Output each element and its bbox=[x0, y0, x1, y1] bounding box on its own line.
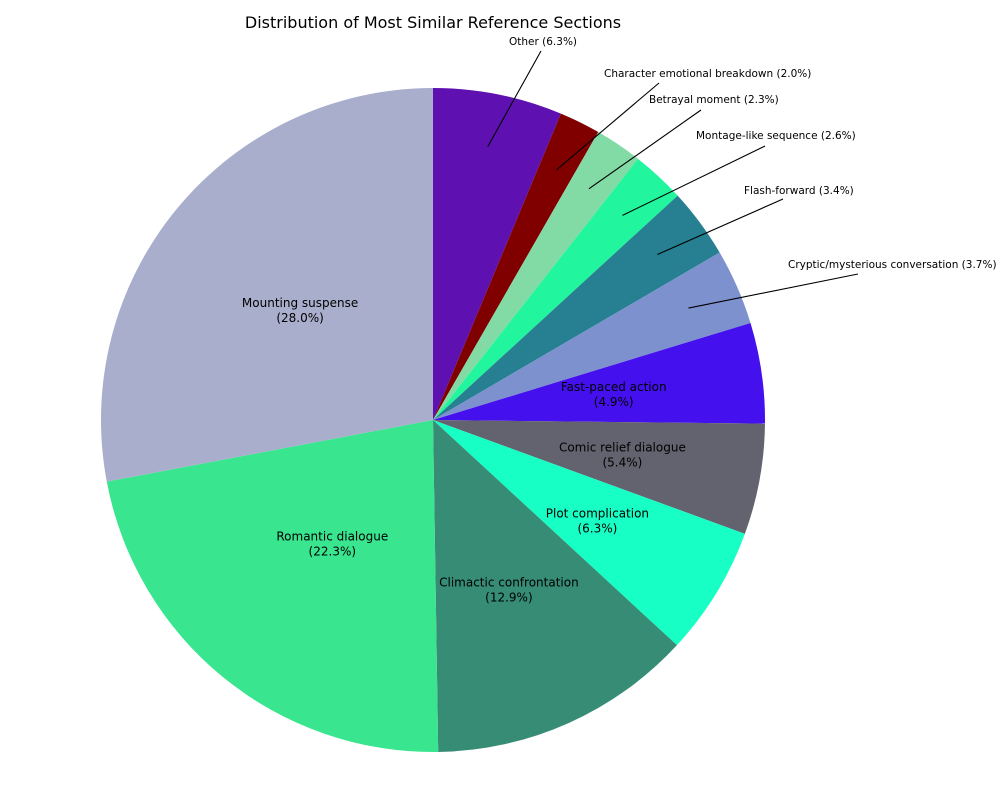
slice-label-romantic-dialogue: Romantic dialogue (22.3%) bbox=[276, 530, 388, 559]
slice-label-percent: (12.9%) bbox=[485, 591, 532, 605]
slice-label-cryptic-mysterious-conversation: Cryptic/mysterious conversation (3.7%) bbox=[788, 259, 997, 271]
pie-slice-plot-complication bbox=[433, 420, 745, 646]
pie-slice-romantic-dialogue bbox=[106, 420, 439, 753]
chart-title: Distribution of Most Similar Reference S… bbox=[245, 13, 621, 32]
pie-slice-climactic-confrontation bbox=[433, 420, 677, 752]
slice-label-percent: (28.0%) bbox=[276, 311, 323, 325]
slice-label-mounting-suspense: Mounting suspense (28.0%) bbox=[242, 296, 358, 325]
slice-label-montage-like-sequence: Montage-like sequence (2.6%) bbox=[696, 130, 856, 142]
slice-label-plot-complication: Plot complication (6.3%) bbox=[546, 506, 649, 535]
slice-label-flash-forward: Flash-forward (3.4%) bbox=[744, 185, 854, 197]
slice-label-name: Climactic confrontation bbox=[439, 576, 579, 590]
pie-slice-other bbox=[433, 88, 561, 420]
pie-slice-fast-paced-action bbox=[433, 322, 766, 424]
leader-line-other bbox=[487, 50, 542, 147]
pie-slice-character-emotional-breakdown bbox=[433, 113, 599, 421]
pie-slice-betrayal-moment bbox=[433, 132, 638, 421]
slice-label-name: Plot complication bbox=[546, 506, 649, 520]
slice-label-percent: (6.3%) bbox=[577, 521, 617, 535]
slice-label-fast-paced-action: Fast-paced action (4.9%) bbox=[561, 380, 667, 409]
slice-label-name: Fast-paced action bbox=[561, 380, 667, 394]
slice-labels: Other (6.3%) Character emotional breakdow… bbox=[242, 36, 997, 605]
slice-label-other: Other (6.3%) bbox=[509, 36, 577, 48]
slice-label-percent: (22.3%) bbox=[309, 545, 356, 559]
slice-label-name: Mounting suspense bbox=[242, 296, 358, 310]
pie-slice-cryptic-mysterious-conversation bbox=[433, 252, 751, 420]
slice-label-comic-relief-dialogue: Comic relief dialogue (5.4%) bbox=[559, 441, 686, 470]
slice-label-name: Romantic dialogue bbox=[276, 530, 388, 544]
slice-label-percent: (4.9%) bbox=[594, 395, 634, 409]
pie-slices bbox=[100, 88, 766, 753]
pie-slice-flash-forward bbox=[433, 195, 720, 420]
slice-label-character-emotional-breakdown: Character emotional breakdown (2.0%) bbox=[604, 68, 811, 80]
leader-line-flash-forward bbox=[657, 198, 784, 256]
pie-slice-mounting-suspense bbox=[100, 88, 434, 482]
slice-label-percent: (5.4%) bbox=[602, 456, 642, 470]
leader-line-character-emotional-breakdown bbox=[556, 82, 660, 171]
leader-line-cryptic-mysterious-conversation bbox=[688, 273, 859, 309]
slice-label-name: Comic relief dialogue bbox=[559, 441, 686, 455]
leader-lines bbox=[487, 50, 859, 309]
leader-line-montage-like-sequence bbox=[622, 145, 766, 216]
leader-line-betrayal-moment bbox=[588, 109, 702, 190]
pie-slice-comic-relief-dialogue bbox=[433, 420, 765, 534]
slice-label-climactic-confrontation: Climactic confrontation (12.9%) bbox=[439, 576, 579, 605]
slice-label-betrayal-moment: Betrayal moment (2.3%) bbox=[649, 94, 779, 106]
pie-slice-montage-like-sequence bbox=[433, 158, 678, 420]
